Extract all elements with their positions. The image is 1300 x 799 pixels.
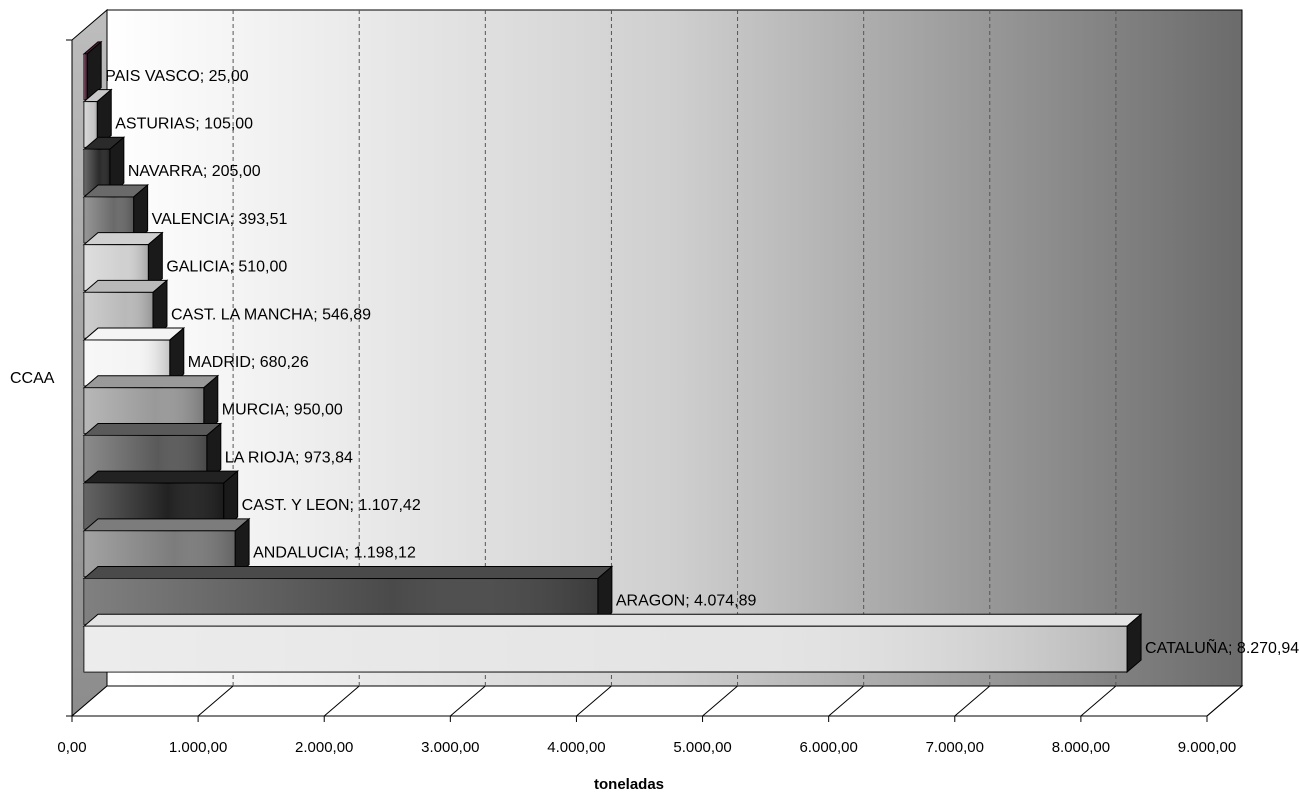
data-label: MURCIA; 950,00	[222, 402, 343, 419]
x-tick-label: 5.000,00	[673, 739, 731, 756]
bar-top	[82, 518, 251, 532]
bar-shine	[84, 53, 88, 100]
x-tick-label: 6.000,00	[799, 739, 857, 756]
x-tick-label: 7.000,00	[926, 739, 984, 756]
bar-top	[82, 613, 1143, 627]
bar-top	[82, 470, 240, 484]
bar-top	[82, 327, 186, 341]
x-tick-label: 9.000,00	[1178, 739, 1236, 756]
y-axis-title: CCAA	[10, 370, 55, 387]
data-label: CATALUÑA; 8.270,94	[1145, 637, 1299, 657]
floor	[70, 685, 1244, 717]
floor-gridline	[450, 685, 486, 717]
data-label: ARAGON; 4.074,89	[616, 592, 757, 609]
data-label: MADRID; 680,26	[188, 354, 309, 371]
x-tick-label: 8.000,00	[1052, 739, 1110, 756]
floor-gridline	[197, 685, 234, 717]
x-tick-label: 0,00	[57, 739, 86, 756]
data-label: VALENCIA; 393,51	[152, 211, 288, 228]
x-tick-label: 4.000,00	[547, 739, 605, 756]
x-tick-label: 2.000,00	[295, 739, 353, 756]
bar-top	[82, 375, 220, 389]
bar-shine	[84, 626, 1128, 672]
floor-gridline	[702, 685, 738, 717]
floor-gridline	[576, 685, 612, 717]
x-tick-label: 3.000,00	[421, 739, 479, 756]
floor-gridline	[323, 685, 360, 717]
floor-gridline	[1080, 685, 1117, 717]
bar-shine	[84, 101, 98, 148]
bar-asturias	[82, 88, 113, 149]
bar-top	[82, 422, 223, 436]
data-label: LA RIOJA; 973,84	[225, 449, 353, 466]
data-label: GALICIA; 510,00	[166, 259, 287, 276]
data-label: CAST. LA MANCHA; 546,89	[171, 306, 371, 323]
x-axis-title: toneladas	[594, 776, 665, 793]
bar-top	[82, 566, 614, 580]
data-label: ANDALUCIA; 1.198,12	[253, 545, 416, 562]
data-label: PAIS VASCO; 25,00	[105, 68, 249, 85]
bar-catalu-a	[82, 613, 1143, 674]
floor-gridline	[828, 685, 864, 717]
floor-gridline	[1206, 685, 1243, 717]
x-tick-label: 1.000,00	[169, 739, 227, 756]
floor-gridline	[954, 685, 991, 717]
data-label: ASTURIAS; 105,00	[115, 115, 253, 132]
data-label: CAST. Y LEON; 1.107,42	[242, 497, 421, 514]
data-label: NAVARRA; 205,00	[128, 163, 261, 180]
